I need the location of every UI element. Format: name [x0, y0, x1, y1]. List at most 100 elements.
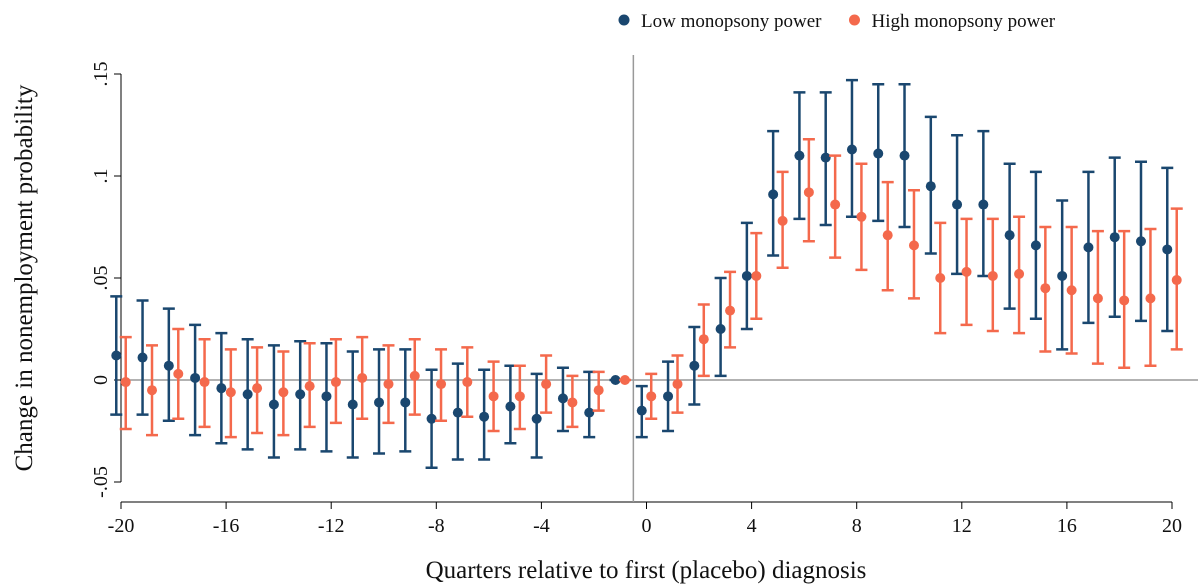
error-bar [583, 370, 596, 439]
y-tick-label: .15 [90, 62, 112, 87]
x-tick-label: -4 [533, 515, 550, 537]
point [304, 381, 315, 392]
point [347, 399, 358, 410]
x-tick-label: 20 [1162, 515, 1182, 537]
point [199, 377, 210, 388]
point [908, 240, 919, 251]
point [1083, 242, 1094, 253]
point [978, 199, 989, 210]
point [873, 148, 884, 159]
x-tick-label: -16 [213, 515, 240, 537]
point [488, 391, 499, 402]
x-tick-label: 8 [852, 515, 862, 537]
legend-marker [848, 14, 860, 26]
point [689, 360, 700, 371]
x-tick-label: 12 [952, 515, 972, 537]
point [295, 389, 306, 400]
x-tick-label: 16 [1057, 515, 1077, 537]
y-tick-label: .05 [90, 266, 112, 291]
point [452, 407, 463, 418]
point [252, 383, 263, 394]
point [268, 399, 279, 410]
point [777, 215, 788, 226]
point [1030, 240, 1041, 251]
x-tick-label: 0 [642, 515, 652, 537]
point [531, 413, 542, 424]
point [794, 150, 805, 161]
point [1014, 268, 1025, 279]
point [1092, 293, 1103, 304]
point [120, 377, 131, 388]
point [952, 199, 963, 210]
y-tick-label: -.05 [90, 466, 112, 498]
point [961, 266, 972, 277]
point [278, 387, 289, 398]
x-tick-label: -20 [108, 515, 135, 537]
point [400, 397, 411, 408]
point [1162, 244, 1173, 255]
point [899, 150, 910, 161]
point [330, 377, 341, 388]
point [646, 391, 657, 402]
point [409, 370, 420, 381]
point [741, 270, 752, 281]
point [357, 372, 368, 383]
x-tick-label: 4 [747, 515, 757, 537]
legend-label: High monopsony power [871, 11, 1055, 32]
point [1057, 270, 1068, 281]
point [147, 385, 158, 396]
point [557, 393, 568, 404]
y-tick-label: 0 [90, 375, 112, 385]
point [803, 187, 814, 198]
point [610, 375, 621, 385]
point [935, 273, 946, 283]
point [1004, 230, 1015, 241]
point [216, 383, 227, 394]
point [1119, 295, 1130, 306]
point [479, 411, 490, 422]
point [584, 407, 595, 418]
point [173, 368, 184, 379]
point [242, 389, 253, 400]
point [1171, 275, 1182, 286]
point [225, 387, 236, 398]
point [426, 413, 437, 424]
x-tick-label: -12 [318, 515, 345, 537]
point [321, 391, 332, 402]
point [1066, 285, 1077, 296]
point [619, 375, 630, 385]
point [190, 372, 201, 383]
y-axis-title: Change in nonemployment probability [11, 84, 38, 471]
point [137, 352, 148, 363]
point [541, 379, 552, 390]
point [663, 391, 674, 402]
point [1135, 236, 1146, 247]
legend-label: Low monopsony power [641, 11, 822, 32]
point [374, 397, 385, 408]
point [636, 405, 647, 416]
point [593, 385, 604, 396]
point [1040, 283, 1051, 294]
point [846, 144, 857, 155]
point [751, 270, 762, 281]
point [768, 189, 779, 200]
point [856, 211, 867, 222]
y-tick-label: .1 [90, 169, 112, 184]
point [715, 324, 726, 334]
point [1145, 293, 1156, 304]
point [672, 379, 683, 390]
point [436, 379, 447, 390]
point [567, 397, 578, 408]
x-tick-label: -8 [428, 515, 445, 537]
point [1109, 232, 1120, 243]
legend-marker [618, 14, 630, 26]
point [505, 401, 516, 412]
point [698, 334, 709, 345]
point [163, 360, 174, 371]
point [830, 199, 841, 210]
point [383, 379, 394, 390]
point [462, 377, 473, 388]
point [820, 152, 831, 163]
point [725, 305, 736, 316]
